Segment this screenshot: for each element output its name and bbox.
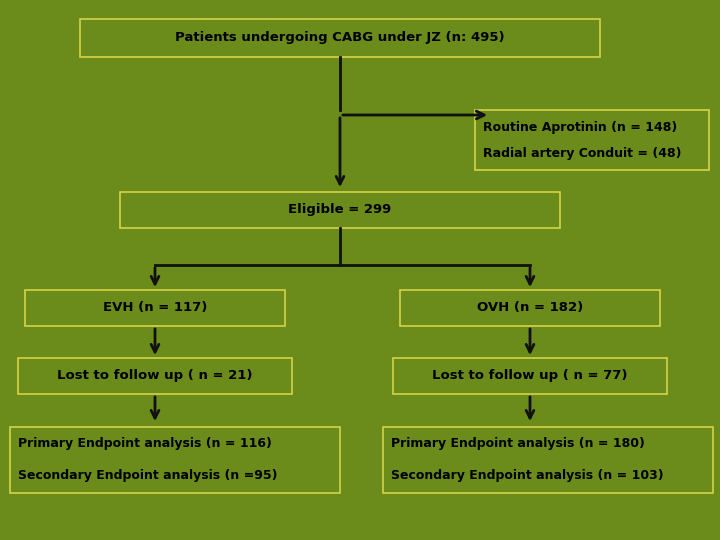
Text: Primary Endpoint analysis (n = 180): Primary Endpoint analysis (n = 180) (391, 437, 645, 450)
Text: Lost to follow up ( n = 77): Lost to follow up ( n = 77) (432, 369, 628, 382)
Text: EVH (n = 117): EVH (n = 117) (103, 301, 207, 314)
Bar (383, 427, 713, 493)
Bar (120, 192, 560, 228)
Text: OVH (n = 182): OVH (n = 182) (477, 301, 583, 314)
Bar (393, 358, 667, 394)
Text: Eligible = 299: Eligible = 299 (289, 204, 392, 217)
Bar (400, 290, 660, 326)
Bar (10, 427, 340, 493)
Text: Patients undergoing CABG under JZ (n: 495): Patients undergoing CABG under JZ (n: 49… (175, 31, 505, 44)
Bar (80, 19, 600, 57)
Text: Primary Endpoint analysis (n = 116): Primary Endpoint analysis (n = 116) (18, 437, 272, 450)
Text: Secondary Endpoint analysis (n =95): Secondary Endpoint analysis (n =95) (18, 469, 277, 483)
Text: Lost to follow up ( n = 21): Lost to follow up ( n = 21) (58, 369, 253, 382)
Text: Secondary Endpoint analysis (n = 103): Secondary Endpoint analysis (n = 103) (391, 469, 664, 483)
Text: Radial artery Conduit = (48): Radial artery Conduit = (48) (483, 146, 682, 159)
Bar (18, 358, 292, 394)
Bar (475, 110, 709, 170)
Text: Routine Aprotinin (n = 148): Routine Aprotinin (n = 148) (483, 120, 678, 133)
Bar (25, 290, 285, 326)
